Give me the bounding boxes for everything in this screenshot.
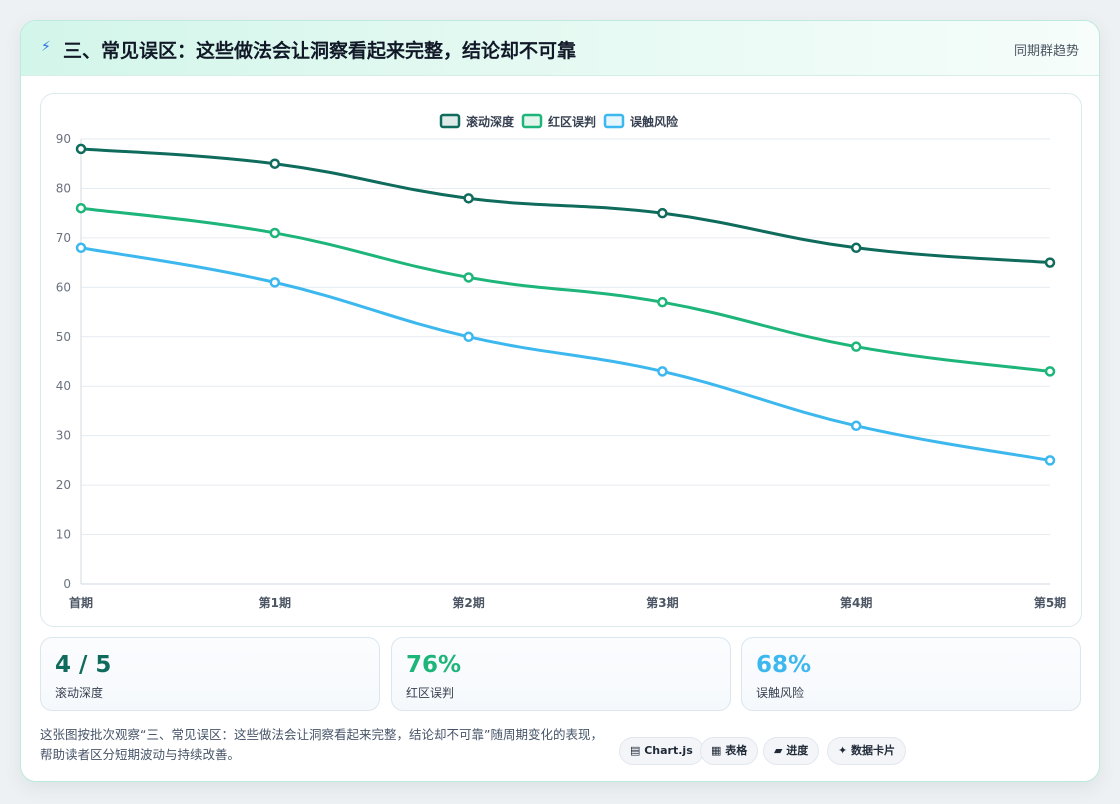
series-line-3 bbox=[79, 246, 1052, 462]
y-tick-label: 80 bbox=[56, 181, 71, 195]
data-point bbox=[850, 341, 862, 352]
data-point bbox=[657, 366, 668, 377]
y-tick-label: 90 bbox=[56, 132, 71, 146]
data-point bbox=[1044, 455, 1056, 466]
insight-card: ⚡ 三、常见误区：这些做法会让洞察看起来完整，结论却不可靠 同期群趋势 0 10 2… bbox=[20, 20, 1100, 782]
stat-label: 红区误判 bbox=[406, 686, 455, 700]
stat-card-scroll-depth: 4 / 5 滚动深度 bbox=[40, 637, 380, 711]
data-point bbox=[75, 242, 87, 254]
y-tick-label: 20 bbox=[56, 478, 71, 492]
sparkle-chip[interactable]: ✦ 数据卡片 bbox=[827, 737, 907, 765]
data-point bbox=[269, 227, 281, 239]
y-tick-label: 10 bbox=[56, 528, 71, 542]
stat-label: 误触风险 bbox=[756, 686, 805, 700]
legend-swatch bbox=[521, 113, 543, 129]
legend-swatch bbox=[439, 113, 461, 129]
line-chart: 0 10 20 30 40 50 60 70 80 90 首期 第1期 第2期 第3期 第4期 第5期 滚动深度… bbox=[56, 113, 1066, 610]
y-tick-label: 50 bbox=[56, 330, 71, 344]
table-chip[interactable]: ▦ 表格 bbox=[700, 737, 759, 765]
data-point bbox=[463, 331, 474, 343]
sparkle-icon: ✦ bbox=[838, 744, 852, 757]
chip-label: Chart.js bbox=[644, 744, 693, 757]
y-tick-label: 70 bbox=[56, 231, 71, 245]
chart-panel: 0 10 20 30 40 50 60 70 80 90 首期 第1期 第2期 第3期 第4期 第5期 滚动深度… bbox=[40, 93, 1082, 627]
progress-icon: ▰ bbox=[774, 744, 787, 757]
bolt-icon: ⚡ bbox=[41, 39, 51, 55]
data-point bbox=[463, 272, 474, 283]
header-tag: 同期群趋势 bbox=[1013, 44, 1079, 59]
data-point bbox=[269, 158, 281, 169]
series-line-1 bbox=[79, 147, 1052, 265]
data-point bbox=[75, 202, 87, 214]
chart-description: 这张图按批次观察“三、常见误区：这些做法会让洞察看起来完整，结论却不可靠”随周期… bbox=[40, 727, 603, 762]
data-point bbox=[657, 296, 668, 308]
y-tick-label: 40 bbox=[56, 379, 71, 393]
legend-label: 滚动深度 bbox=[466, 114, 515, 129]
data-point bbox=[463, 193, 474, 204]
x-tick-label: 首期 bbox=[69, 595, 93, 610]
data-point bbox=[75, 143, 87, 155]
stat-value: 4 / 5 bbox=[55, 652, 112, 678]
chart-icon: ▤ bbox=[630, 744, 645, 757]
card-header: ⚡ 三、常见误区：这些做法会让洞察看起来完整，结论却不可靠 同期群趋势 bbox=[21, 21, 1099, 76]
card-title: 三、常见误区：这些做法会让洞察看起来完整，结论却不可靠 bbox=[63, 40, 577, 62]
y-tick-label: 0 bbox=[63, 577, 71, 591]
data-point bbox=[269, 277, 281, 288]
chart-chip[interactable]: ▤ Chart.js bbox=[619, 737, 704, 765]
stat-card-red-zone: 76% 红区误判 bbox=[391, 637, 731, 711]
data-point bbox=[1044, 257, 1056, 268]
x-tick-label: 第4期 bbox=[840, 595, 872, 610]
series-line-2 bbox=[79, 206, 1052, 373]
data-point bbox=[850, 242, 862, 254]
x-tick-label: 第3期 bbox=[646, 595, 678, 610]
y-tick-label: 30 bbox=[56, 429, 71, 443]
data-point bbox=[850, 420, 862, 432]
chip-label: 数据卡片 bbox=[851, 744, 896, 757]
x-tick-label: 第1期 bbox=[259, 595, 291, 610]
legend-swatch bbox=[603, 113, 625, 129]
progress-chip[interactable]: ▰ 进度 bbox=[763, 737, 820, 765]
legend-label: 红区误判 bbox=[548, 114, 596, 129]
y-tick-label: 60 bbox=[56, 280, 71, 294]
x-tick-label: 第5期 bbox=[1034, 595, 1066, 610]
legend-label: 误触风险 bbox=[630, 114, 679, 129]
table-icon: ▦ bbox=[711, 744, 726, 757]
stat-label: 滚动深度 bbox=[55, 686, 104, 700]
stat-value: 76% bbox=[406, 652, 462, 678]
data-point bbox=[1044, 366, 1056, 377]
chip-label: 进度 bbox=[786, 744, 809, 757]
stat-value: 68% bbox=[756, 652, 812, 678]
chip-label: 表格 bbox=[725, 744, 748, 757]
x-tick-label: 第2期 bbox=[452, 595, 484, 610]
data-point bbox=[657, 207, 668, 219]
stat-card-mistouch: 68% 误触风险 bbox=[741, 637, 1081, 711]
